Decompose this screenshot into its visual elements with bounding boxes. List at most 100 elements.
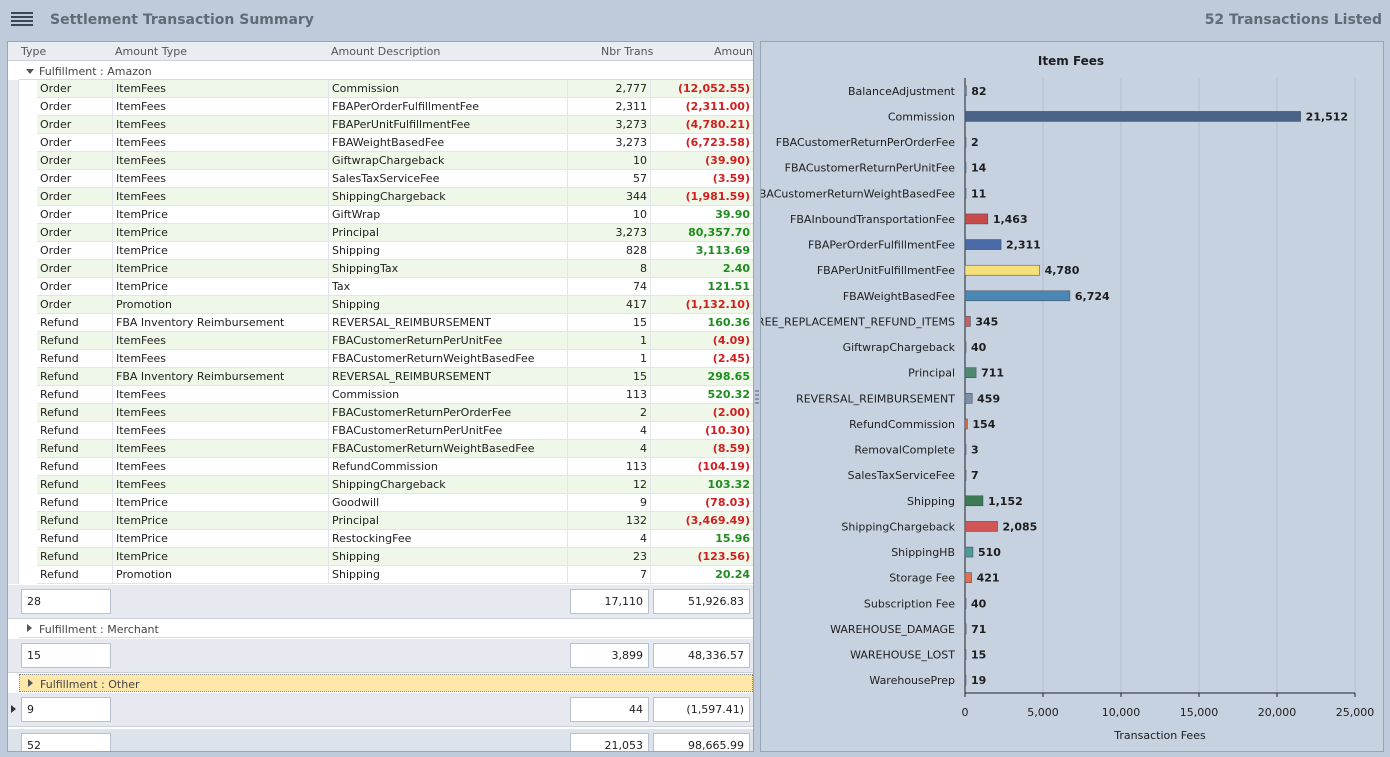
chart-bar — [964, 162, 967, 173]
table-row[interactable]: Refund FBA Inventory Reimbursement REVERSA… — [8, 368, 753, 386]
column-header-amount-description[interactable]: Amount Description — [331, 45, 441, 58]
row-indicator[interactable] — [8, 80, 19, 98]
hamburger-menu-icon[interactable] — [11, 12, 33, 30]
row-indicator[interactable] — [8, 476, 19, 494]
row-indicator[interactable] — [8, 134, 19, 152]
row-cells: Refund ItemFees FBACustomerReturnPerUnitFe… — [37, 422, 753, 440]
row-indicator[interactable] — [8, 224, 19, 242]
summary-count: 9 — [21, 697, 111, 722]
row-indicator[interactable] — [8, 422, 19, 440]
row-indicator[interactable] — [8, 98, 19, 116]
row-indicator[interactable] — [8, 116, 19, 134]
table-row[interactable]: Refund FBA Inventory Reimbursement REVERSA… — [8, 314, 753, 332]
table-row[interactable]: Order ItemPrice GiftWrap 10 39.90 — [8, 206, 753, 224]
expand-triangle-icon[interactable] — [28, 679, 33, 687]
cell-amount-description: FBAWeightBasedFee — [329, 134, 568, 152]
row-indicator[interactable] — [8, 440, 19, 458]
table-row[interactable]: Order ItemFees FBAWeightBasedFee 3,273 (6,72… — [8, 134, 753, 152]
column-header-type[interactable]: Type — [21, 45, 47, 58]
chart-value-label: 1,152 — [988, 495, 1023, 508]
row-indicator[interactable] — [8, 278, 19, 296]
column-header-nbr-trans[interactable]: Nbr Trans — [601, 45, 654, 58]
group-row[interactable]: Fulfillment : Other — [19, 674, 753, 692]
row-indicator[interactable] — [8, 566, 19, 584]
row-indicator[interactable] — [8, 512, 19, 530]
row-indicator[interactable] — [8, 458, 19, 476]
chart-category-label: Commission — [888, 110, 955, 123]
table-row[interactable]: Refund ItemPrice Goodwill 9 (78.03) — [8, 494, 753, 512]
row-indicator[interactable] — [8, 494, 19, 512]
table-row[interactable]: Refund ItemPrice RestockingFee 4 15.96 — [8, 530, 753, 548]
table-row[interactable]: Refund ItemPrice Principal 132 (3,469.49) — [8, 512, 753, 530]
table-row[interactable]: Refund ItemFees FBACustomerReturnWeightBas… — [8, 440, 753, 458]
row-cells: Refund Promotion Shipping 7 20.24 — [37, 566, 753, 584]
chart-category-label: FBAPerUnitFulfillmentFee — [817, 264, 955, 277]
cell-nbr-trans: 15 — [568, 314, 651, 332]
cell-type: Order — [37, 170, 113, 188]
chart-value-label: 82 — [971, 85, 986, 98]
row-indicator[interactable] — [8, 332, 19, 350]
cell-amount-type: FBA Inventory Reimbursement — [113, 368, 329, 386]
cell-amount-description: FBACustomerReturnWeightBasedFee — [329, 440, 568, 458]
table-row[interactable]: Order ItemFees FBAPerUnitFulfillmentFee 3,2… — [8, 116, 753, 134]
grand-total-footer: 52 21,053 98,665.99 — [8, 729, 753, 751]
cell-amount: (10.30) — [705, 424, 750, 437]
row-indicator[interactable] — [8, 386, 19, 404]
row-indicator[interactable] — [8, 350, 19, 368]
table-row[interactable]: Order Promotion Shipping 417 (1,132.10) — [8, 296, 753, 314]
table-row[interactable]: Refund Promotion Shipping 7 20.24 — [8, 566, 753, 584]
table-row[interactable]: Refund ItemPrice Shipping 23 (123.56) — [8, 548, 753, 566]
cell-type: Refund — [37, 530, 113, 548]
table-row[interactable]: Order ItemFees FBAPerOrderFulfillmentFee 2,… — [8, 98, 753, 116]
collapse-triangle-icon[interactable] — [26, 69, 34, 74]
row-indicator[interactable] — [8, 404, 19, 422]
cell-amount-description: GiftwrapChargeback — [329, 152, 568, 170]
table-row[interactable]: Order ItemPrice Tax 74 121.51 — [8, 278, 753, 296]
table-row[interactable]: Refund ItemFees FBACustomerReturnPerUnitFe… — [8, 332, 753, 350]
cell-amount-type: ItemFees — [113, 440, 329, 458]
table-row[interactable]: Refund ItemFees FBACustomerReturnPerOrderF… — [8, 404, 753, 422]
table-row[interactable]: Refund ItemFees ShippingChargeback 12 103.32 — [8, 476, 753, 494]
table-row[interactable]: Refund ItemFees FBACustomerReturnPerUnitFe… — [8, 422, 753, 440]
row-indicator[interactable] — [8, 170, 19, 188]
panel-splitter[interactable] — [755, 390, 759, 404]
table-row[interactable]: Order ItemFees Commission 2,777 (12,052.55) — [8, 80, 753, 98]
cell-amount-type: ItemFees — [113, 404, 329, 422]
row-cells: Order ItemFees ShippingChargeback 344 (1,981… — [37, 188, 753, 206]
table-row[interactable]: Order ItemFees ShippingChargeback 344 (1,981… — [8, 188, 753, 206]
expand-triangle-icon[interactable] — [27, 624, 32, 632]
row-indicator[interactable] — [8, 368, 19, 386]
table-row[interactable]: Refund ItemFees Commission 113 520.32 — [8, 386, 753, 404]
row-indicator[interactable] — [8, 530, 19, 548]
table-row[interactable]: Order ItemPrice ShippingTax 8 2.40 — [8, 260, 753, 278]
cell-amount-description: Principal — [329, 512, 568, 530]
cell-type: Order — [37, 80, 113, 98]
table-row[interactable]: Order ItemPrice Principal 3,273 80,357.70 — [8, 224, 753, 242]
group-row[interactable]: Fulfillment : Merchant — [19, 620, 753, 638]
cell-nbr-trans: 2,311 — [568, 98, 651, 116]
column-header-amount[interactable]: Amount — [714, 45, 754, 58]
table-row[interactable]: Order ItemFees GiftwrapChargeback 10 (39.90) — [8, 152, 753, 170]
cell-type: Refund — [37, 494, 113, 512]
row-indicator[interactable] — [8, 314, 19, 332]
row-cells: Refund ItemFees Commission 113 520.32 — [37, 386, 753, 404]
chart-value-label: 71 — [971, 623, 986, 636]
row-indicator[interactable] — [8, 242, 19, 260]
cell-amount: 2.40 — [722, 262, 750, 275]
row-indicator[interactable] — [8, 188, 19, 206]
table-row[interactable]: Order ItemFees SalesTaxServiceFee 57 (3.59) — [8, 170, 753, 188]
table-row[interactable]: Refund ItemFees RefundCommission 113 (104.19… — [8, 458, 753, 476]
group-row[interactable]: Fulfillment : Amazon — [19, 62, 753, 80]
chart-bar — [964, 341, 967, 353]
row-indicator[interactable] — [8, 152, 19, 170]
chart-x-axis-label: Transaction Fees — [1113, 729, 1206, 742]
row-indicator[interactable] — [8, 206, 19, 224]
table-row[interactable]: Order ItemPrice Shipping 828 3,113.69 — [8, 242, 753, 260]
row-indicator[interactable] — [8, 548, 19, 566]
chart-category-label: BalanceAdjustment — [848, 85, 956, 98]
row-indicator[interactable] — [8, 260, 19, 278]
transaction-grid[interactable]: Type Amount Type Amount Description Nbr … — [7, 41, 754, 752]
row-indicator[interactable] — [8, 296, 19, 314]
table-row[interactable]: Refund ItemFees FBACustomerReturnWeightBas… — [8, 350, 753, 368]
column-header-amount-type[interactable]: Amount Type — [115, 45, 187, 58]
